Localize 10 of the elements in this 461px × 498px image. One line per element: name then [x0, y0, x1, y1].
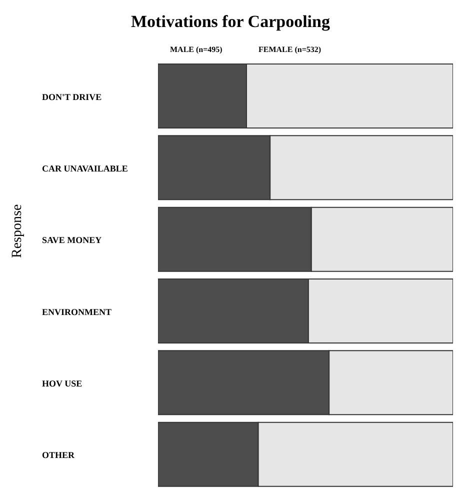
chart-title: Motivations for Carpooling	[130, 12, 331, 32]
y-tick-label: DON'T DRIVE	[42, 92, 102, 102]
y-tick-label: HOV USE	[42, 378, 82, 388]
y-tick-label: ENVIRONMENT	[42, 306, 112, 317]
y-tick-label: OTHER	[42, 450, 76, 460]
y-tick-label: SAVE MONEY	[42, 235, 102, 246]
y-tick-label: CAR UNAVAILABLE	[42, 164, 128, 174]
series-label: MALE (n=495)	[170, 45, 223, 54]
series-label: FEMALE (n=532)	[258, 45, 322, 54]
y-axis-title: Response	[10, 204, 26, 258]
